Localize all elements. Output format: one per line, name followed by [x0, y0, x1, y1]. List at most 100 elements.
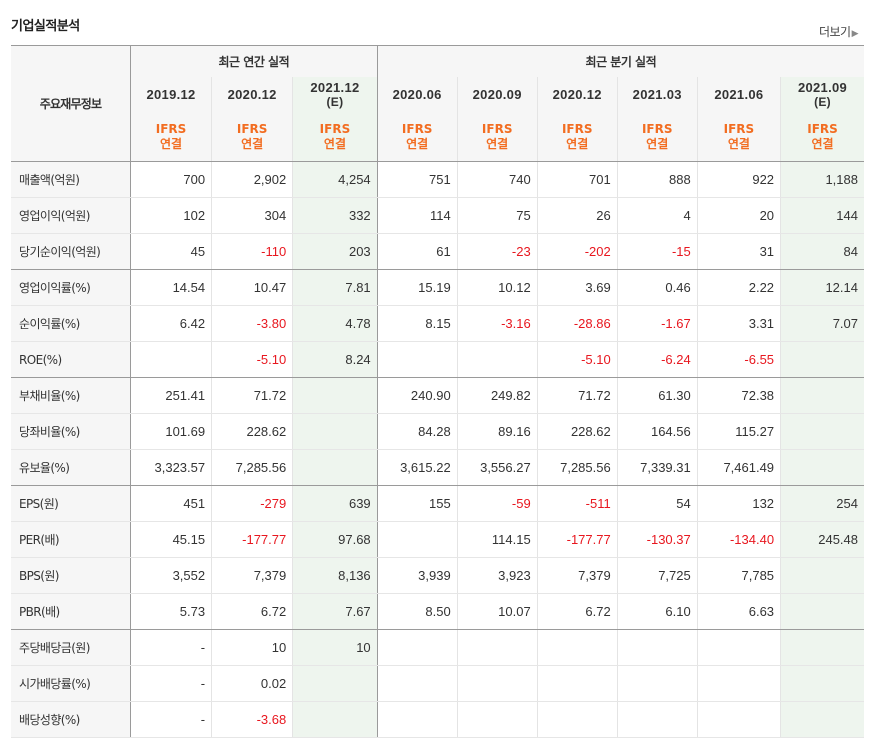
- table-cell: -130.37: [616, 521, 698, 558]
- row-label: PER(배): [11, 521, 131, 558]
- basis-consolidated: 연결: [486, 137, 509, 151]
- table-cell: 6.72: [536, 593, 618, 630]
- table-cell: [376, 629, 458, 666]
- table-cell: 245.48: [780, 521, 864, 558]
- basis-ifrs: IFRS: [401, 122, 433, 136]
- period-date: 2020.06: [392, 87, 442, 102]
- table-row: PBR(배) 5.73 6.72 7.67 8.50 10.07 6.72 6.10 6.63: [11, 593, 864, 630]
- table-cell: 7,785: [696, 557, 781, 594]
- period-header: 2019.12: [129, 77, 212, 113]
- table-cell: [292, 377, 378, 414]
- table-cell: 1,188: [780, 161, 864, 198]
- basis-header: IFRS 연결: [616, 113, 698, 162]
- table-cell: 4,254: [292, 161, 378, 198]
- table-cell: -: [129, 701, 212, 738]
- period-date: 2020.09: [472, 87, 522, 102]
- table-cell: [536, 665, 618, 702]
- table-cell: [376, 665, 458, 702]
- basis-consolidated: 연결: [727, 137, 750, 151]
- basis-header: IFRS 연결: [456, 113, 538, 162]
- ifrs-row: IFRS 연결 IFRS 연결 IFRS 연결 IFRS 연결 IFRS 연결 IFRS 연결 IFRS…: [11, 113, 864, 162]
- financial-table: 주요재무정보 최근 연간 실적 최근 분기 실적 2019.12 2020.12 2…: [11, 45, 864, 738]
- table-cell: 164.56: [616, 413, 698, 450]
- table-cell: 3,939: [376, 557, 458, 594]
- table-cell: [780, 377, 864, 414]
- table-cell: [780, 413, 864, 450]
- table-cell: [292, 665, 378, 702]
- table-cell: -28.86: [536, 305, 618, 342]
- table-cell: 304: [211, 197, 293, 234]
- table-cell: 7,339.31: [616, 449, 698, 486]
- basis-consolidated: 연결: [160, 137, 183, 151]
- basis-header: IFRS 연결: [780, 113, 864, 162]
- basis-header: IFRS 연결: [696, 113, 781, 162]
- basis-ifrs: IFRS: [481, 122, 513, 136]
- table-cell: 15.19: [376, 269, 458, 306]
- table-cell: [536, 629, 618, 666]
- table-cell: 922: [696, 161, 781, 198]
- table-cell: 7,285.56: [536, 449, 618, 486]
- period-date: 2020.12: [227, 87, 277, 102]
- table-cell: 84: [780, 233, 864, 270]
- table-cell: 8.15: [376, 305, 458, 342]
- table-cell: 4: [616, 197, 698, 234]
- table-cell: 3,552: [129, 557, 212, 594]
- table-cell: [780, 557, 864, 594]
- table-cell: 332: [292, 197, 378, 234]
- table-cell: 61.30: [616, 377, 698, 414]
- row-label: 부채비율(%): [11, 377, 131, 414]
- more-link[interactable]: 더보기▶: [819, 23, 859, 40]
- table-cell: 451: [129, 485, 212, 522]
- table-cell: 3,323.57: [129, 449, 212, 486]
- table-cell: 71.72: [211, 377, 293, 414]
- table-cell: 0.46: [616, 269, 698, 306]
- table-cell: 89.16: [456, 413, 538, 450]
- quarter-group-header: 최근 분기 실적: [376, 45, 864, 77]
- table-row: EPS(원) 451 -279 639 155 -59 -511 54 132 254: [11, 485, 864, 522]
- basis-consolidated: 연결: [811, 137, 834, 151]
- table-cell: 102: [129, 197, 212, 234]
- table-cell: 75: [456, 197, 538, 234]
- table-cell: -6.24: [616, 341, 698, 378]
- table-cell: 7,285.56: [211, 449, 293, 486]
- table-cell: 240.90: [376, 377, 458, 414]
- table-cell: 2,902: [211, 161, 293, 198]
- table-cell: [780, 593, 864, 630]
- table-cell: 7,379: [536, 557, 618, 594]
- table-cell: -3.80: [211, 305, 293, 342]
- table-row: PER(배) 45.15 -177.77 97.68 114.15 -177.77 -130…: [11, 521, 864, 558]
- period-header: 2020.09: [456, 77, 538, 113]
- table-cell: [536, 701, 618, 738]
- table-row: 매출액(억원) 700 2,902 4,254 751 740 701 888 922 1,188: [11, 161, 864, 198]
- table-cell: 101.69: [129, 413, 212, 450]
- table-cell: -1.67: [616, 305, 698, 342]
- table-cell: [456, 341, 538, 378]
- basis-ifrs: IFRS: [641, 122, 673, 136]
- table-cell: -3.16: [456, 305, 538, 342]
- period-date: 2020.12: [552, 87, 602, 102]
- table-row: BPS(원) 3,552 7,379 8,136 3,939 3,923 7,379 7,72…: [11, 557, 864, 594]
- table-cell: 114.15: [456, 521, 538, 558]
- period-date: 2021.12: [310, 80, 360, 95]
- table-cell: -59: [456, 485, 538, 522]
- table-cell: [616, 629, 698, 666]
- basis-consolidated: 연결: [323, 137, 346, 151]
- table-cell: 10.47: [211, 269, 293, 306]
- header-label: 주요재무정보: [11, 45, 131, 162]
- table-cell: [376, 341, 458, 378]
- table-cell: 7,461.49: [696, 449, 781, 486]
- table-cell: 701: [536, 161, 618, 198]
- table-cell: 203: [292, 233, 378, 270]
- row-label: 배당성향(%): [11, 701, 131, 738]
- table-cell: 72.38: [696, 377, 781, 414]
- table-cell: 97.68: [292, 521, 378, 558]
- chevron-right-icon: ▶: [851, 29, 859, 39]
- row-label: 주당배당금(원): [11, 629, 131, 666]
- basis-consolidated: 연결: [406, 137, 429, 151]
- table-cell: -5.10: [211, 341, 293, 378]
- period-date: 2019.12: [146, 87, 196, 102]
- table-body: 매출액(억원) 700 2,902 4,254 751 740 701 888 922 1,188…: [11, 161, 864, 738]
- table-cell: 228.62: [536, 413, 618, 450]
- table-cell: 3.31: [696, 305, 781, 342]
- table-cell: [780, 341, 864, 378]
